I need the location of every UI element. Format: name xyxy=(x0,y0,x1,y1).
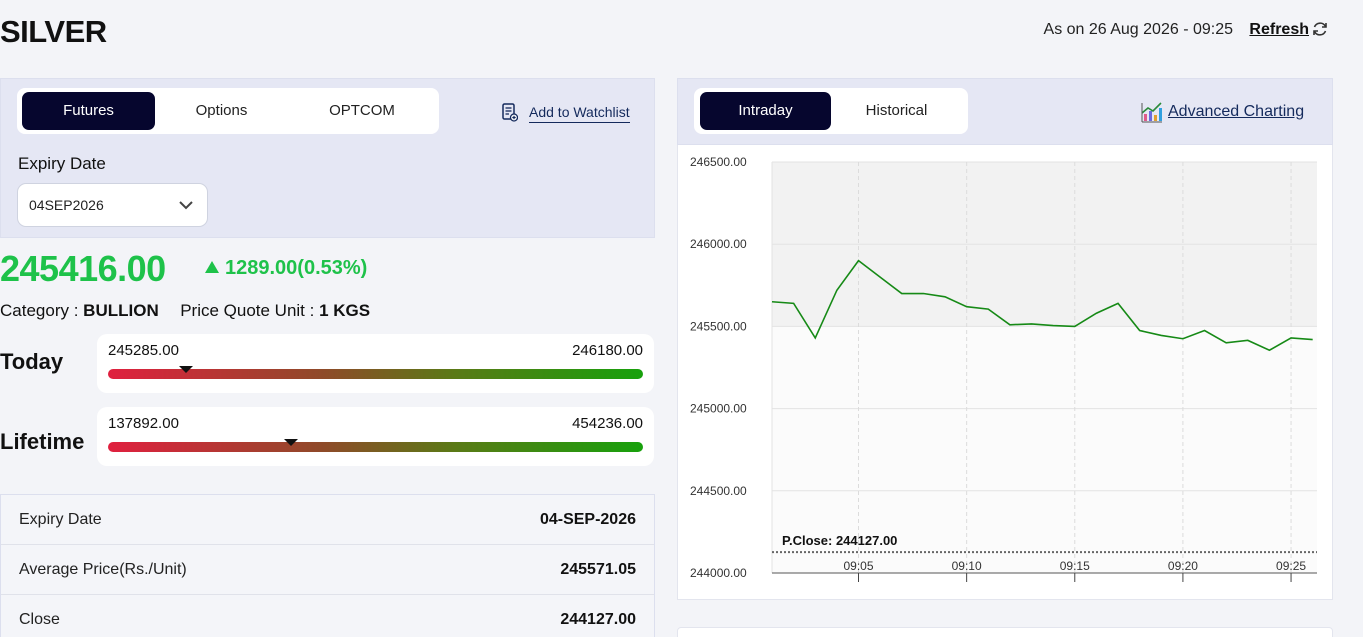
chart-tabs: Intraday Historical xyxy=(694,88,968,134)
detail-value: 04-SEP-2026 xyxy=(539,511,636,528)
as-on-timestamp: As on 26 Aug 2026 - 09:25 xyxy=(1043,21,1233,38)
previous-close-label: P.Close: 244127.00 xyxy=(782,533,897,548)
tab-optcom[interactable]: OPTCOM xyxy=(329,102,395,119)
refresh-icon[interactable] xyxy=(1311,20,1329,38)
expiry-date-label: Expiry Date xyxy=(18,154,106,173)
x-tick-label: 09:15 xyxy=(1060,559,1090,573)
y-tick-label: 245000.00 xyxy=(690,402,747,416)
detail-row: Average Price(Rs./Unit) 245571.05 xyxy=(1,545,654,595)
instrument-tabs: Futures Options OPTCOM xyxy=(17,88,439,134)
lifetime-range: 137892.00 454236.00 xyxy=(97,407,654,466)
lifetime-range-marker xyxy=(283,439,298,446)
up-arrow-icon xyxy=(205,261,219,273)
x-tick-label: 09:25 xyxy=(1276,559,1306,573)
chevron-down-icon xyxy=(179,201,193,210)
detail-row: Close 244127.00 xyxy=(1,595,654,637)
tab-options[interactable]: Options xyxy=(195,102,248,119)
today-range: 245285.00 246180.00 xyxy=(97,334,654,393)
tab-futures[interactable]: Futures xyxy=(22,92,155,130)
contract-details: Expiry Date 04-SEP-2026 Average Price(Rs… xyxy=(0,494,655,637)
price-quote-unit-value: 1 KGS xyxy=(319,301,371,320)
lifetime-low: 137892.00 xyxy=(108,415,179,432)
bottom-card xyxy=(677,627,1333,637)
y-tick-label: 246000.00 xyxy=(690,237,747,251)
detail-label: Expiry Date xyxy=(19,511,102,528)
lifetime-range-bar xyxy=(108,442,643,452)
refresh-button[interactable]: Refresh xyxy=(1249,21,1309,38)
detail-label: Close xyxy=(19,611,60,628)
intraday-chart: 246500.00 246000.00 245500.00 245000.00 2445… xyxy=(690,155,1317,582)
add-to-watchlist-link[interactable]: Add to Watchlist xyxy=(529,104,630,123)
price-quote-unit-label: Price Quote Unit : xyxy=(180,301,315,320)
today-low: 245285.00 xyxy=(108,342,179,359)
detail-row: Expiry Date 04-SEP-2026 xyxy=(1,495,654,545)
lifetime-high: 454236.00 xyxy=(572,415,643,432)
x-tick-label: 09:05 xyxy=(843,559,873,573)
x-tick-label: 09:10 xyxy=(952,559,982,573)
y-tick-label: 245500.00 xyxy=(690,319,747,333)
y-tick-label: 244000.00 xyxy=(690,566,747,580)
today-range-bar xyxy=(108,369,643,379)
price-series-line xyxy=(771,259,1313,352)
page-title: SILVER xyxy=(0,14,107,49)
watchlist-icon[interactable] xyxy=(502,103,518,122)
today-range-label: Today xyxy=(0,349,64,374)
y-tick-label: 246500.00 xyxy=(690,155,747,169)
expiry-date-value: 04SEP2026 xyxy=(29,197,104,213)
lifetime-range-label: Lifetime xyxy=(0,429,85,454)
x-tick-label: 09:20 xyxy=(1168,559,1198,573)
expiry-date-select[interactable]: 04SEP2026 xyxy=(17,183,208,227)
today-high: 246180.00 xyxy=(572,342,643,359)
chart-icon[interactable] xyxy=(1141,101,1163,123)
detail-value: 244127.00 xyxy=(560,611,636,628)
advanced-charting-link[interactable]: Advanced Charting xyxy=(1168,103,1305,120)
price-change-value: 1289.00(0.53%) xyxy=(225,257,368,279)
detail-label: Average Price(Rs./Unit) xyxy=(19,561,187,578)
price-change: 1289.00(0.53%) xyxy=(205,257,367,280)
last-price: 245416.00 xyxy=(0,248,166,289)
detail-value: 245571.05 xyxy=(560,561,636,578)
tab-intraday[interactable]: Intraday xyxy=(700,92,831,130)
category-row: Category : BULLION Price Quote Unit : 1 … xyxy=(0,301,370,321)
today-range-marker xyxy=(179,366,194,373)
category-value: BULLION xyxy=(83,301,159,320)
y-tick-label: 244500.00 xyxy=(690,484,747,498)
category-label: Category : xyxy=(0,301,79,320)
tab-historical[interactable]: Historical xyxy=(865,102,928,119)
